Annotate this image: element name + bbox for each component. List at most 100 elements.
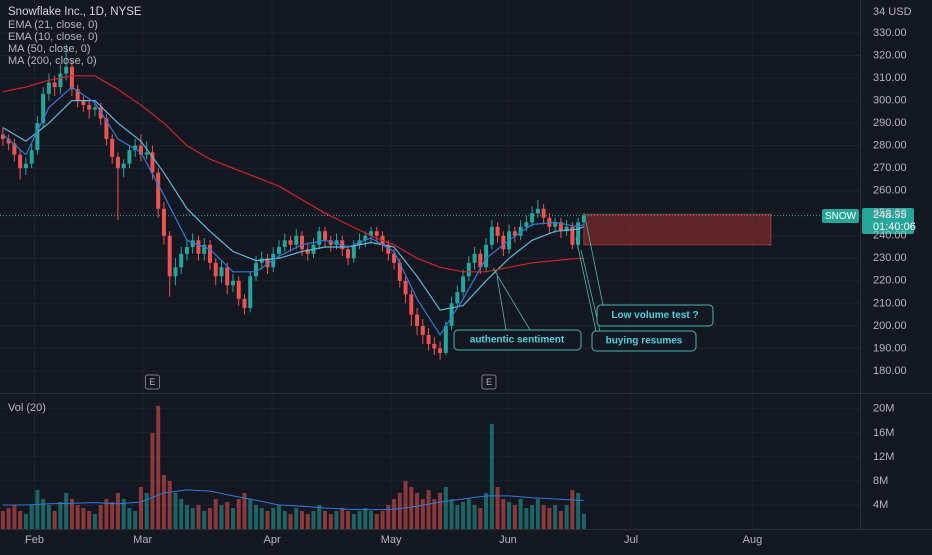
candle-body <box>541 208 546 218</box>
annotation-box <box>596 304 714 327</box>
candle-body <box>305 249 310 254</box>
candle-body <box>81 100 86 106</box>
volume-bar <box>242 492 247 529</box>
volume-bar <box>190 507 195 529</box>
candle-body <box>179 253 184 268</box>
candle-body <box>144 152 149 155</box>
candle-body <box>225 267 230 286</box>
volume-bar <box>530 504 535 529</box>
annotation-box <box>591 330 697 352</box>
annotation-box <box>453 329 582 351</box>
candle-body <box>167 235 172 277</box>
volume-bar <box>271 507 276 529</box>
y-tick-label: 270.00 <box>873 162 907 174</box>
volume-bar <box>323 510 328 529</box>
volume-bar <box>253 504 258 529</box>
candle-body <box>524 222 529 227</box>
candle-body <box>489 226 494 245</box>
annotation: authentic sentiment <box>470 335 565 346</box>
candle-body <box>409 294 414 315</box>
volume-bar <box>507 501 512 529</box>
y-tick-label: 330.00 <box>873 27 907 39</box>
candle-body <box>190 240 195 248</box>
y-tick-label: 250.00 <box>873 207 907 219</box>
y-tick-label: 16M <box>873 427 894 439</box>
volume-bar <box>213 498 218 529</box>
volume-bar <box>173 492 178 529</box>
volume-bar <box>489 423 494 529</box>
y-tick-label: 20M <box>873 403 894 415</box>
volume-bar <box>472 504 477 529</box>
candle-body <box>535 208 540 214</box>
volume-bar <box>346 510 351 529</box>
candle-body <box>426 334 431 344</box>
indicator-line <box>2 86 585 337</box>
candle-body <box>576 222 581 245</box>
candle-body <box>29 150 34 164</box>
volume-bar <box>334 510 339 529</box>
x-tick-label: Jun <box>499 534 517 546</box>
candle-body <box>438 348 443 353</box>
candle-body <box>553 222 558 227</box>
candle-body <box>196 240 201 254</box>
zone <box>583 213 772 246</box>
volume-bar <box>363 507 368 529</box>
volume-bar <box>18 510 23 529</box>
volume-bar <box>69 498 74 529</box>
candle-body <box>242 298 247 308</box>
volume-bar <box>518 498 523 529</box>
volume-bar <box>144 492 149 529</box>
candle-body <box>115 156 120 169</box>
volume-bar <box>547 507 552 529</box>
earnings-marker <box>144 374 160 390</box>
candle-body <box>161 208 166 236</box>
volume-bar <box>455 504 460 529</box>
candle-body <box>156 172 161 209</box>
candle-body <box>374 231 379 236</box>
candle-body <box>415 314 420 326</box>
price-tag <box>862 208 914 234</box>
y-tick-label: 280.00 <box>873 140 907 152</box>
volume-bar <box>512 504 517 529</box>
indicator-line <box>2 100 585 311</box>
candle-body <box>121 163 126 169</box>
candle-body <box>41 93 46 124</box>
x-tick-label: Apr <box>264 534 281 546</box>
chart-title: Snowflake Inc., 1D, NYSE <box>8 6 142 18</box>
volume-bar <box>311 510 316 529</box>
candle-body <box>58 73 63 88</box>
candle-body <box>455 292 460 304</box>
y-tick-label: 12M <box>873 451 894 463</box>
x-tick-label: Mar <box>133 534 152 546</box>
volume-bar <box>357 510 362 529</box>
candle-body <box>351 244 356 259</box>
volume-bar <box>449 498 454 529</box>
candle-body <box>282 240 287 248</box>
volume-bar <box>541 504 546 529</box>
volume-bar <box>461 501 466 529</box>
earnings-label: E <box>149 377 155 387</box>
volume-bar <box>570 489 575 529</box>
candle-body <box>52 82 57 88</box>
volume-bar <box>202 510 207 529</box>
candle-body <box>472 253 477 263</box>
volume-title: Vol (20) <box>8 402 46 414</box>
volume-bar <box>432 498 437 529</box>
volume-bar <box>288 513 293 529</box>
volume-bar <box>161 474 166 529</box>
x-tick-label: Aug <box>743 534 763 546</box>
candle-body <box>138 145 143 155</box>
volume-bar <box>248 498 253 529</box>
legend-entry: EMA (21, close, 0) <box>8 19 98 31</box>
earnings-label: E <box>486 377 492 387</box>
candle-body <box>346 249 351 259</box>
volume-bar <box>501 498 506 529</box>
annotation: Low volume test ? <box>611 310 698 321</box>
legend-entry: MA (200, close, 0) <box>8 55 97 67</box>
volume-bar <box>392 498 397 529</box>
candle-body <box>478 253 483 268</box>
x-tick-label: May <box>381 534 402 546</box>
candle-body <box>564 226 569 232</box>
volume-bar <box>167 480 172 529</box>
